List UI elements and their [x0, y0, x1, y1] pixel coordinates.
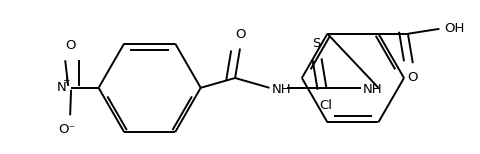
Text: S: S	[312, 37, 321, 51]
Text: NH: NH	[271, 83, 291, 96]
Text: O: O	[65, 39, 75, 53]
Text: NH: NH	[363, 83, 383, 96]
Text: O: O	[235, 28, 245, 41]
Text: Cl: Cl	[319, 99, 332, 112]
Text: OH: OH	[444, 22, 465, 35]
Text: O⁻: O⁻	[59, 123, 76, 136]
Text: +: +	[61, 76, 69, 85]
Text: N: N	[57, 81, 66, 94]
Text: O: O	[408, 71, 418, 84]
